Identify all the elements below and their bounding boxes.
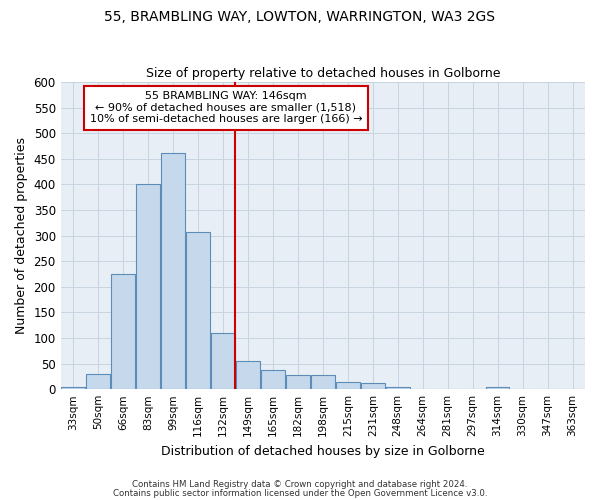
Bar bbox=[186, 232, 210, 389]
Bar bbox=[486, 386, 509, 389]
Bar bbox=[61, 386, 85, 389]
Bar bbox=[161, 152, 185, 389]
Text: Contains HM Land Registry data © Crown copyright and database right 2024.: Contains HM Land Registry data © Crown c… bbox=[132, 480, 468, 489]
Bar bbox=[261, 370, 285, 389]
Bar bbox=[386, 386, 410, 389]
Y-axis label: Number of detached properties: Number of detached properties bbox=[15, 137, 28, 334]
Bar bbox=[136, 184, 160, 389]
Bar bbox=[111, 274, 135, 389]
Bar bbox=[286, 375, 310, 389]
Bar bbox=[236, 361, 260, 389]
Text: Contains public sector information licensed under the Open Government Licence v3: Contains public sector information licen… bbox=[113, 488, 487, 498]
X-axis label: Distribution of detached houses by size in Golborne: Distribution of detached houses by size … bbox=[161, 444, 485, 458]
Text: 55 BRAMBLING WAY: 146sqm
← 90% of detached houses are smaller (1,518)
10% of sem: 55 BRAMBLING WAY: 146sqm ← 90% of detach… bbox=[89, 92, 362, 124]
Bar bbox=[86, 374, 110, 389]
Bar bbox=[211, 333, 235, 389]
Bar bbox=[336, 382, 359, 389]
Text: 55, BRAMBLING WAY, LOWTON, WARRINGTON, WA3 2GS: 55, BRAMBLING WAY, LOWTON, WARRINGTON, W… bbox=[104, 10, 496, 24]
Bar bbox=[311, 375, 335, 389]
Bar bbox=[361, 382, 385, 389]
Title: Size of property relative to detached houses in Golborne: Size of property relative to detached ho… bbox=[146, 66, 500, 80]
